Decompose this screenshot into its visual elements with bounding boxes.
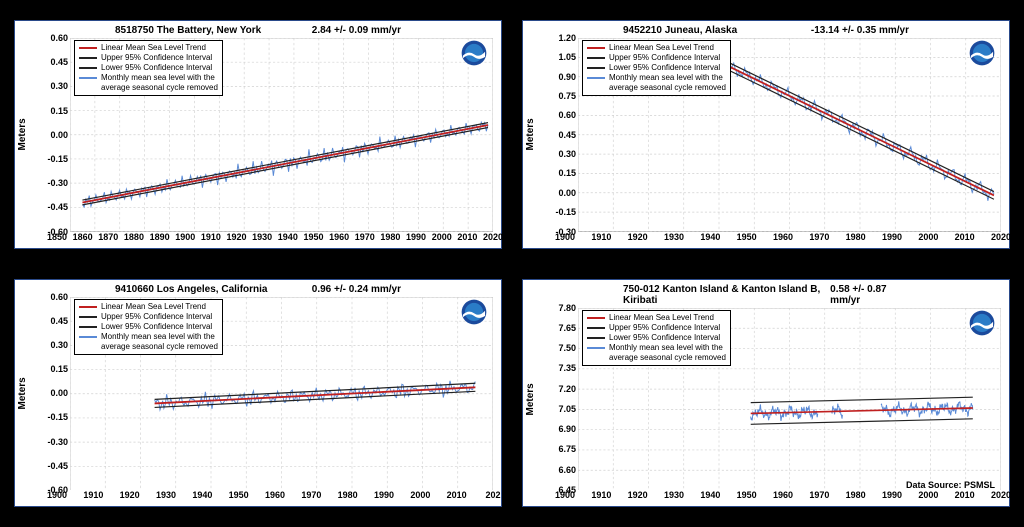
x-axis-ticks: 1850186018701880189019001910192019301940… xyxy=(57,232,493,248)
y-axis-ticks: -0.60-0.45-0.30-0.150.000.150.300.450.60 xyxy=(32,297,70,491)
plot-area: Linear Mean Sea Level TrendUpper 95% Con… xyxy=(32,297,493,491)
plot-area: Linear Mean Sea Level TrendUpper 95% Con… xyxy=(540,38,1001,232)
y-axis-label: Meters xyxy=(523,38,540,232)
legend-box: Linear Mean Sea Level TrendUpper 95% Con… xyxy=(74,40,223,96)
plot-area: Linear Mean Sea Level TrendUpper 95% Con… xyxy=(540,308,1001,491)
trend-rate: 0.96 +/- 0.24 mm/yr xyxy=(312,284,401,295)
chart-panel: 750-012 Kanton Island & Kanton Island B,… xyxy=(522,279,1010,508)
legend-box: Linear Mean Sea Level TrendUpper 95% Con… xyxy=(582,310,731,366)
legend-item: Linear Mean Sea Level Trend xyxy=(587,43,726,53)
trend-rate: 2.84 +/- 0.09 mm/yr xyxy=(312,25,401,36)
legend-item: average seasonal cycle removed xyxy=(79,83,218,93)
chart-panel: 8518750 The Battery, New York 2.84 +/- 0… xyxy=(14,20,502,249)
x-axis-ticks: 1900191019201930194019501960197019801990… xyxy=(565,232,1001,248)
legend-item: average seasonal cycle removed xyxy=(587,353,726,363)
legend-item: Lower 95% Confidence Interval xyxy=(587,63,726,73)
plot-area: Linear Mean Sea Level TrendUpper 95% Con… xyxy=(32,38,493,232)
legend-item: Monthly mean sea level with the xyxy=(79,73,218,83)
station-title: 9452210 Juneau, Alaska xyxy=(623,25,737,36)
legend-item: Linear Mean Sea Level Trend xyxy=(587,313,726,323)
station-title: 750-012 Kanton Island & Kanton Island B,… xyxy=(623,284,830,306)
y-axis-label: Meters xyxy=(15,297,32,491)
noaa-logo-icon xyxy=(461,40,487,66)
legend-box: Linear Mean Sea Level TrendUpper 95% Con… xyxy=(74,299,223,355)
legend-item: Upper 95% Confidence Interval xyxy=(587,53,726,63)
legend-item: Upper 95% Confidence Interval xyxy=(79,53,218,63)
legend-item: Upper 95% Confidence Interval xyxy=(79,312,218,322)
x-axis-ticks: 1900191019201930194019501960197019801990… xyxy=(565,490,1001,506)
y-axis-ticks: -0.60-0.45-0.30-0.150.000.150.300.450.60 xyxy=(32,38,70,232)
legend-item: Upper 95% Confidence Interval xyxy=(587,323,726,333)
x-axis-ticks: 1900191019201930194019501960197019801990… xyxy=(57,490,493,506)
legend-item: Linear Mean Sea Level Trend xyxy=(79,302,218,312)
legend-item: Lower 95% Confidence Interval xyxy=(79,322,218,332)
legend-item: average seasonal cycle removed xyxy=(587,83,726,93)
chart-title-bar: 9452210 Juneau, Alaska -13.14 +/- 0.35 m… xyxy=(523,21,1009,38)
legend-box: Linear Mean Sea Level TrendUpper 95% Con… xyxy=(582,40,731,96)
trend-rate: 0.58 +/- 0.87 mm/yr xyxy=(830,284,909,306)
y-axis-label: Meters xyxy=(15,38,32,232)
legend-item: Monthly mean sea level with the xyxy=(587,343,726,353)
legend-item: Lower 95% Confidence Interval xyxy=(79,63,218,73)
chart-panel: 9410660 Los Angeles, California 0.96 +/-… xyxy=(14,279,502,508)
legend-item: Linear Mean Sea Level Trend xyxy=(79,43,218,53)
chart-panel: 9452210 Juneau, Alaska -13.14 +/- 0.35 m… xyxy=(522,20,1010,249)
y-axis-label: Meters xyxy=(523,308,540,491)
legend-item: Lower 95% Confidence Interval xyxy=(587,333,726,343)
noaa-logo-icon xyxy=(461,299,487,325)
chart-title-bar: 8518750 The Battery, New York 2.84 +/- 0… xyxy=(15,21,501,38)
noaa-logo-icon xyxy=(969,310,995,336)
chart-title-bar: 9410660 Los Angeles, California 0.96 +/-… xyxy=(15,280,501,297)
chart-title-bar: 750-012 Kanton Island & Kanton Island B,… xyxy=(523,280,1009,308)
station-title: 9410660 Los Angeles, California xyxy=(115,284,267,295)
y-axis-ticks: 6.456.606.756.907.057.207.357.507.657.80 xyxy=(540,308,578,491)
legend-item: Monthly mean sea level with the xyxy=(587,73,726,83)
data-source-note: Data Source: PSMSL xyxy=(904,480,997,490)
y-axis-ticks: -0.30-0.150.000.150.300.450.600.750.901.… xyxy=(540,38,578,232)
station-title: 8518750 The Battery, New York xyxy=(115,25,261,36)
noaa-logo-icon xyxy=(969,40,995,66)
trend-rate: -13.14 +/- 0.35 mm/yr xyxy=(811,25,909,36)
legend-item: average seasonal cycle removed xyxy=(79,342,218,352)
legend-item: Monthly mean sea level with the xyxy=(79,332,218,342)
